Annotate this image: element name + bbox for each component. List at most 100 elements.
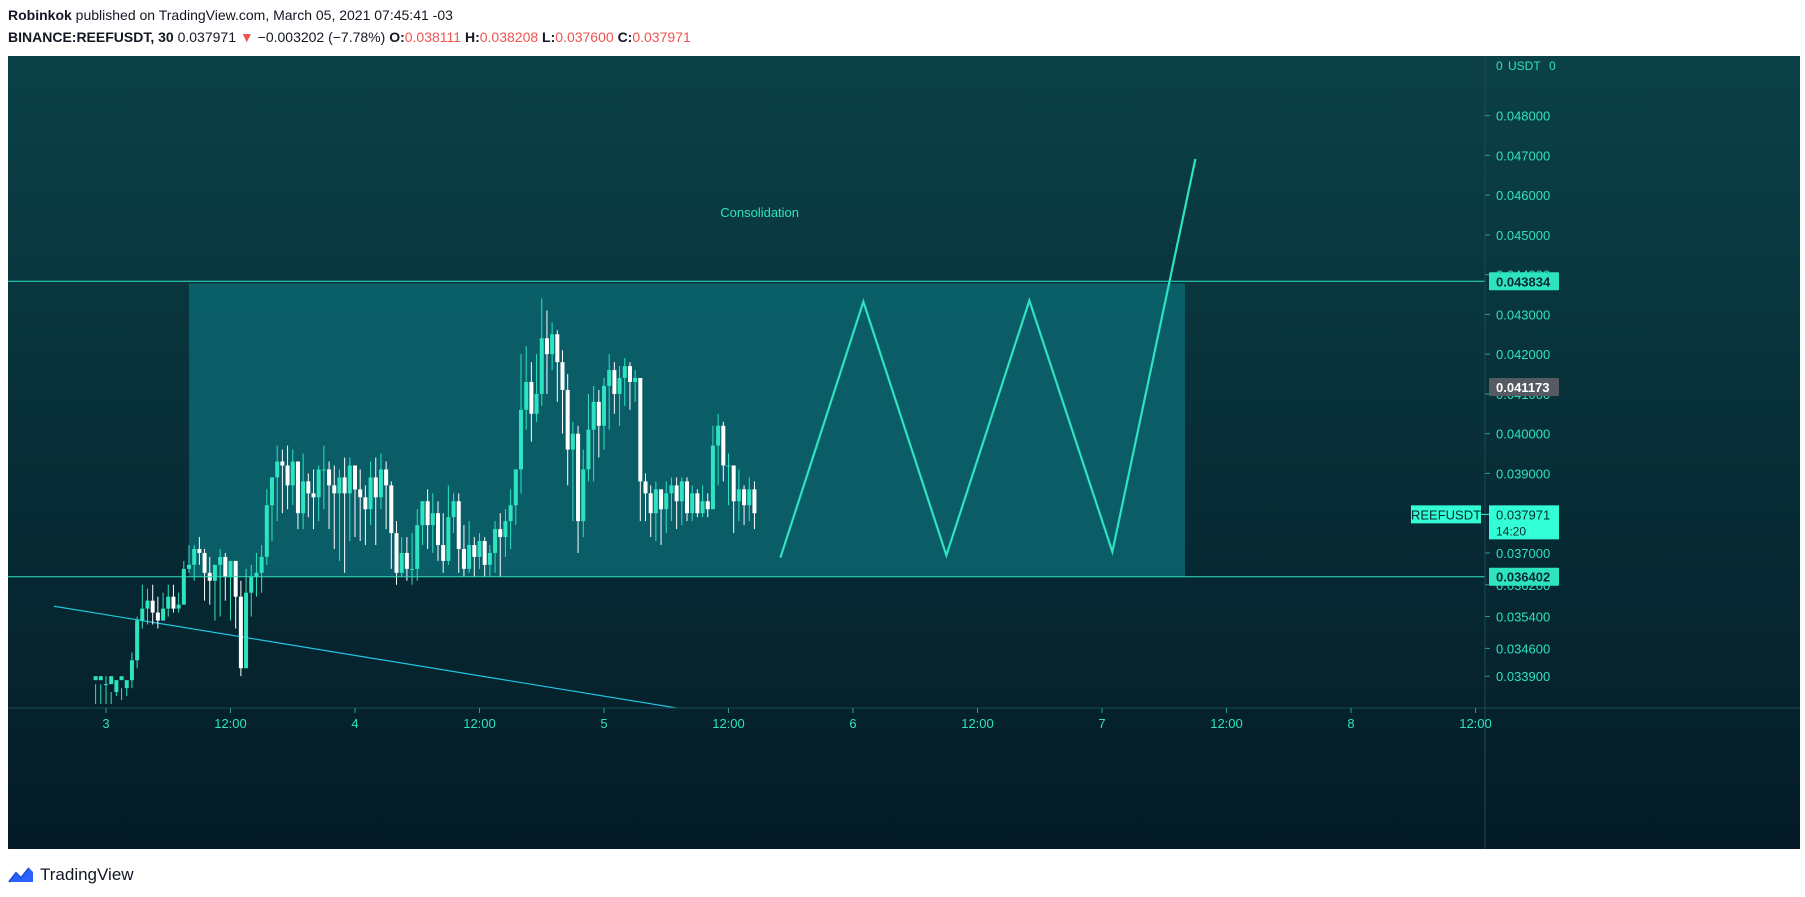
candle[interactable]: [617, 366, 622, 426]
resistance-price-label[interactable]: 0.043834: [1496, 274, 1551, 289]
candle[interactable]: [653, 481, 658, 542]
candle[interactable]: [710, 425, 715, 510]
candle[interactable]: [306, 473, 311, 518]
candle[interactable]: [643, 473, 648, 522]
candle[interactable]: [104, 676, 108, 705]
candle[interactable]: [705, 493, 710, 518]
author-name[interactable]: Robinkok: [8, 7, 72, 23]
candle[interactable]: [373, 457, 378, 545]
candle[interactable]: [508, 489, 513, 549]
candle[interactable]: [664, 481, 669, 534]
candle[interactable]: [736, 469, 741, 522]
candle[interactable]: [347, 457, 352, 542]
candle[interactable]: [425, 489, 430, 549]
candle[interactable]: [622, 358, 627, 406]
candle[interactable]: [690, 485, 695, 522]
candle[interactable]: [321, 445, 326, 510]
candle[interactable]: [472, 537, 477, 577]
candle[interactable]: [638, 378, 643, 522]
candle[interactable]: [731, 465, 736, 534]
candle[interactable]: [721, 421, 726, 482]
candle[interactable]: [607, 354, 612, 430]
candle[interactable]: [363, 485, 368, 545]
candle[interactable]: [477, 533, 482, 569]
candle[interactable]: [171, 584, 176, 613]
candle[interactable]: [747, 477, 752, 522]
candle[interactable]: [353, 465, 357, 538]
candle[interactable]: [270, 477, 274, 542]
candle[interactable]: [254, 552, 259, 597]
candle[interactable]: [124, 680, 129, 697]
candle[interactable]: [140, 584, 145, 629]
candle[interactable]: [726, 453, 731, 506]
candle[interactable]: [368, 461, 373, 526]
candle[interactable]: [586, 393, 591, 482]
candle[interactable]: [674, 477, 679, 530]
tradingview-logo-icon[interactable]: [8, 866, 34, 884]
candle[interactable]: [394, 521, 399, 585]
candle[interactable]: [150, 584, 155, 625]
candle[interactable]: [565, 374, 570, 486]
candle[interactable]: [114, 680, 119, 697]
candle[interactable]: [602, 378, 606, 450]
candle[interactable]: [301, 453, 306, 530]
candle[interactable]: [695, 489, 700, 518]
candle[interactable]: [591, 385, 596, 482]
candle[interactable]: [539, 298, 544, 406]
currency-label[interactable]: USDT: [1508, 59, 1541, 73]
candle[interactable]: [581, 449, 586, 538]
candle[interactable]: [161, 592, 166, 621]
axis-menu-icon[interactable]: 0: [1549, 59, 1556, 73]
candle[interactable]: [176, 592, 181, 613]
projected-path-line[interactable]: [779, 158, 1197, 559]
candle[interactable]: [295, 461, 300, 530]
candle[interactable]: [228, 560, 233, 621]
candle[interactable]: [596, 389, 601, 458]
candle[interactable]: [420, 501, 425, 545]
candle[interactable]: [529, 362, 534, 442]
candle[interactable]: [685, 477, 689, 522]
candle[interactable]: [316, 465, 321, 522]
candle[interactable]: [503, 509, 508, 557]
candle[interactable]: [513, 469, 518, 526]
candle[interactable]: [259, 545, 264, 593]
candle[interactable]: [576, 425, 581, 553]
candle[interactable]: [467, 521, 472, 573]
axis-zero-icon[interactable]: 0: [1496, 59, 1503, 73]
candle[interactable]: [555, 330, 560, 402]
candle[interactable]: [244, 568, 249, 669]
candle[interactable]: [311, 469, 316, 530]
candle[interactable]: [524, 346, 529, 430]
candle[interactable]: [119, 676, 124, 701]
tradingview-brand[interactable]: TradingView: [40, 865, 134, 884]
candle[interactable]: [192, 545, 197, 581]
candle[interactable]: [404, 537, 409, 581]
candle[interactable]: [415, 509, 420, 581]
chart-frame[interactable]: Consolidation 0.033900 0.034600 0.035400 0.…: [8, 56, 1800, 849]
candle[interactable]: [399, 537, 404, 577]
candle[interactable]: [109, 676, 114, 705]
candle[interactable]: [456, 493, 461, 573]
candle[interactable]: [238, 580, 243, 677]
candle[interactable]: [752, 481, 757, 530]
candle[interactable]: [482, 537, 487, 577]
candle[interactable]: [98, 676, 103, 705]
candle[interactable]: [700, 485, 705, 518]
price-chart[interactable]: Consolidation 0.033900 0.034600 0.035400 0.…: [8, 56, 1800, 849]
candle[interactable]: [441, 513, 446, 573]
candle[interactable]: [181, 560, 186, 605]
candle[interactable]: [487, 545, 492, 577]
candle[interactable]: [446, 485, 451, 565]
candle[interactable]: [659, 489, 664, 545]
candle[interactable]: [275, 445, 280, 522]
candle[interactable]: [280, 449, 285, 514]
candle[interactable]: [249, 564, 254, 617]
candle[interactable]: [550, 322, 555, 371]
candle[interactable]: [129, 652, 134, 689]
candle[interactable]: [430, 493, 435, 553]
candle[interactable]: [534, 354, 539, 422]
marker-price-label[interactable]: 0.041173: [1496, 380, 1550, 395]
candle[interactable]: [166, 584, 171, 617]
candle[interactable]: [544, 310, 549, 394]
candle[interactable]: [410, 533, 415, 585]
